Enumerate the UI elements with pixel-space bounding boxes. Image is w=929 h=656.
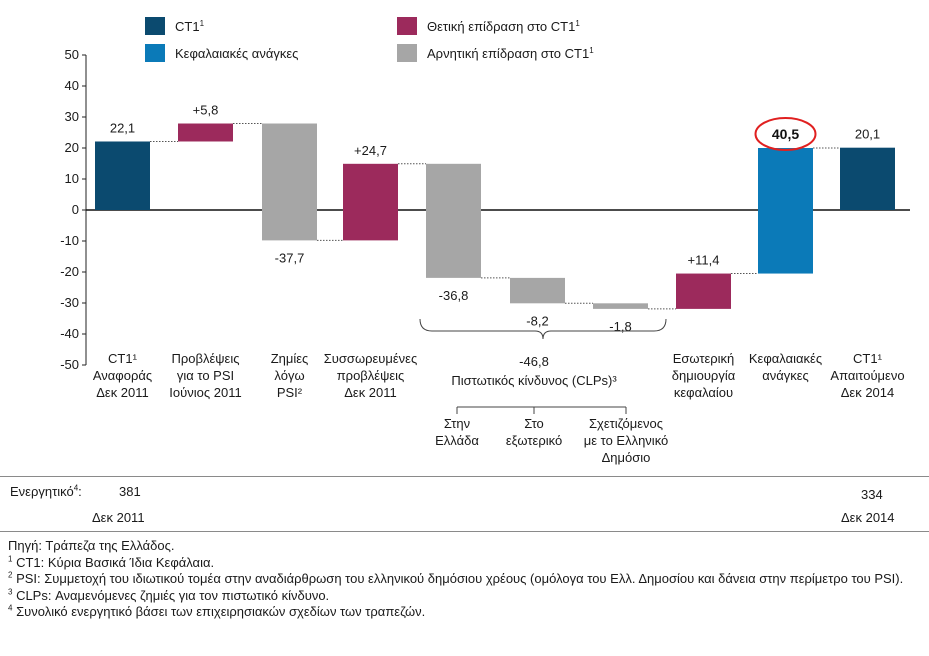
legend-swatch-capital_needs	[145, 44, 165, 62]
category-label: Συσσωρευμένες	[324, 351, 418, 366]
subcategory-label: Σχετιζόμενος	[589, 416, 663, 431]
subcategory-label: Ελλάδα	[435, 433, 479, 448]
footnote-4: 4 Συνολικό ενεργητικό βάσει των επιχειρη…	[8, 603, 426, 619]
assets-start-date: Δεκ 2011	[92, 510, 145, 525]
category-label: Ζημίες	[271, 351, 309, 366]
category-label: PSI²	[277, 385, 303, 400]
value-label: -37,7	[275, 250, 305, 265]
category-label: Απαιτούμενο	[830, 368, 904, 383]
footnote-2: 2 PSI: Συμμετοχή του ιδιωτικού τομέα στη…	[8, 570, 904, 586]
group-label: Πιστωτικός κίνδυνος (CLPs)³	[451, 373, 617, 388]
subcategory-label: Στο	[524, 416, 544, 431]
category-label: Δεκ 2011	[344, 385, 397, 400]
value-label: -8,2	[526, 313, 548, 328]
footnotes: Πηγή: Τράπεζα της Ελλάδος. 1 CT1: Κύρια …	[8, 538, 923, 621]
y-tick-label: 50	[65, 47, 79, 62]
legend-label-positive: Θετική επίδραση στο CT11	[427, 19, 580, 34]
category-label: CT1¹	[108, 351, 138, 366]
bar-negative	[262, 123, 317, 241]
assets-start-value: 381	[119, 484, 141, 499]
subcategory-label: Στην	[444, 416, 470, 431]
value-label: +11,4	[688, 253, 720, 268]
bar-positive	[676, 273, 731, 309]
bar-negative	[510, 277, 565, 304]
bar-ct1	[840, 147, 895, 210]
y-tick-label: -20	[60, 264, 79, 279]
bar-capital_needs	[758, 148, 813, 274]
legend-swatch-ct1	[145, 17, 165, 35]
source-note: Πηγή: Τράπεζα της Ελλάδος.	[8, 538, 175, 553]
bar-positive	[343, 163, 398, 241]
value-label: +5,8	[193, 103, 219, 118]
value-label: -36,8	[439, 288, 469, 303]
bar-positive	[178, 123, 233, 142]
bar-ct1	[95, 141, 150, 210]
legend-swatch-negative	[397, 44, 417, 62]
category-label: Ιούνιος 2011	[169, 385, 241, 400]
subcategory-label: εξωτερικό	[506, 433, 562, 448]
category-label: Δεκ 2014	[841, 385, 895, 400]
value-label: 22,1	[110, 120, 135, 135]
y-tick-label: -10	[60, 233, 79, 248]
category-label: λόγω	[274, 368, 304, 383]
category-label: για το PSI	[177, 368, 234, 383]
category-label: Κεφαλαιακές	[749, 351, 822, 366]
y-tick-label: 20	[65, 140, 79, 155]
category-label: ανάγκες	[762, 368, 809, 383]
legend-label-capital_needs: Κεφαλαιακές ανάγκες	[175, 46, 298, 61]
y-tick-label: -50	[60, 357, 79, 372]
value-label: +24,7	[354, 143, 387, 158]
footnote-3: 3 CLPs: Αναμενόμενες ζημιές για τον πιστ…	[8, 587, 330, 603]
value-label: -1,8	[609, 319, 631, 334]
y-tick-label: 0	[72, 202, 79, 217]
y-tick-label: 40	[65, 78, 79, 93]
subcategory-label: Δημόσιο	[602, 450, 651, 465]
category-label: προβλέψεις	[337, 368, 405, 383]
waterfall-chart: CT11 Θετική επίδραση στο CT11 Κεφαλαιακές …	[60, 17, 910, 465]
group-brace	[419, 318, 667, 340]
assets-end-value: 334	[861, 487, 883, 502]
legend-label-negative: Αρνητική επίδραση στο CT11	[427, 46, 594, 61]
bar-negative	[593, 303, 648, 309]
group-total: -46,8	[519, 354, 549, 369]
value-label: 20,1	[855, 127, 880, 142]
category-label: δημιουργία	[672, 368, 736, 383]
category-label: Αναφοράς	[93, 368, 152, 383]
assets-end-date: Δεκ 2014	[841, 510, 895, 525]
legend-label-ct1: CT11	[175, 19, 205, 34]
y-tick-label: 10	[65, 171, 79, 186]
category-label: Εσωτερική	[673, 351, 735, 366]
category-label: Δεκ 2011	[96, 385, 149, 400]
y-tick-label: -30	[60, 295, 79, 310]
footnote-1: 1 CT1: Κύρια Βασικά Ίδια Κεφάλαια.	[8, 554, 215, 570]
subcategory-label: με το Ελληνικό	[584, 433, 669, 448]
divider-top	[0, 476, 929, 477]
category-label: CT1¹	[853, 351, 883, 366]
value-label: 40,5	[772, 126, 799, 142]
divider-bottom	[0, 531, 929, 532]
legend-swatch-positive	[397, 17, 417, 35]
category-label: Προβλέψεις	[171, 351, 239, 366]
category-label: κεφαλαίου	[674, 385, 733, 400]
y-tick-label: -40	[60, 326, 79, 341]
assets-label: Ενεργητικό4:	[10, 483, 82, 499]
highlight-circle	[754, 117, 817, 151]
bar-negative	[426, 163, 481, 278]
y-tick-label: 30	[65, 109, 79, 124]
